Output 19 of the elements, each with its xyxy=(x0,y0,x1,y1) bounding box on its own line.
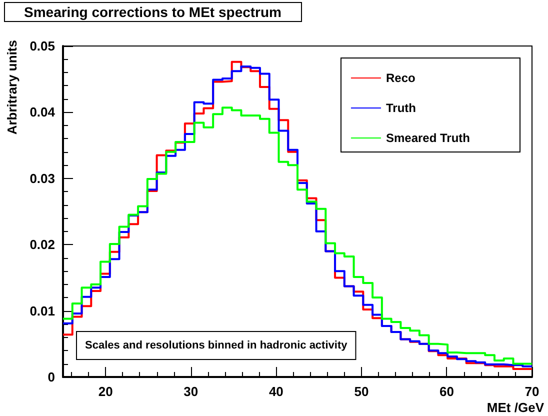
y-axis-title: Arbritrary units xyxy=(4,40,20,135)
legend-label: Smeared Truth xyxy=(386,131,470,145)
y-tick-label: 0.05 xyxy=(30,38,55,54)
x-tick-label: 60 xyxy=(439,384,454,399)
chart-title: Smearing corrections to MEt spectrum xyxy=(24,4,282,20)
y-tick-label: 0.02 xyxy=(30,237,55,252)
x-tick-label: 50 xyxy=(354,384,369,399)
x-axis-title: MEt /GeV xyxy=(486,400,544,415)
x-tick-label: 40 xyxy=(268,384,284,399)
y-tick-label: 0 xyxy=(48,370,55,384)
y-tick-label: 0.04 xyxy=(30,104,56,120)
y-tick-label: 0.01 xyxy=(30,303,55,318)
x-tick-label: 20 xyxy=(98,384,113,399)
x-tick-label: 30 xyxy=(184,384,198,399)
x-tick-label: 70 xyxy=(524,384,540,399)
legend-label: Reco xyxy=(386,71,416,85)
y-tick-label: 0.03 xyxy=(30,170,55,186)
annotation: Scales and resolutions binned in hadronic activity xyxy=(85,340,348,352)
legend-label: Truth xyxy=(386,101,416,115)
